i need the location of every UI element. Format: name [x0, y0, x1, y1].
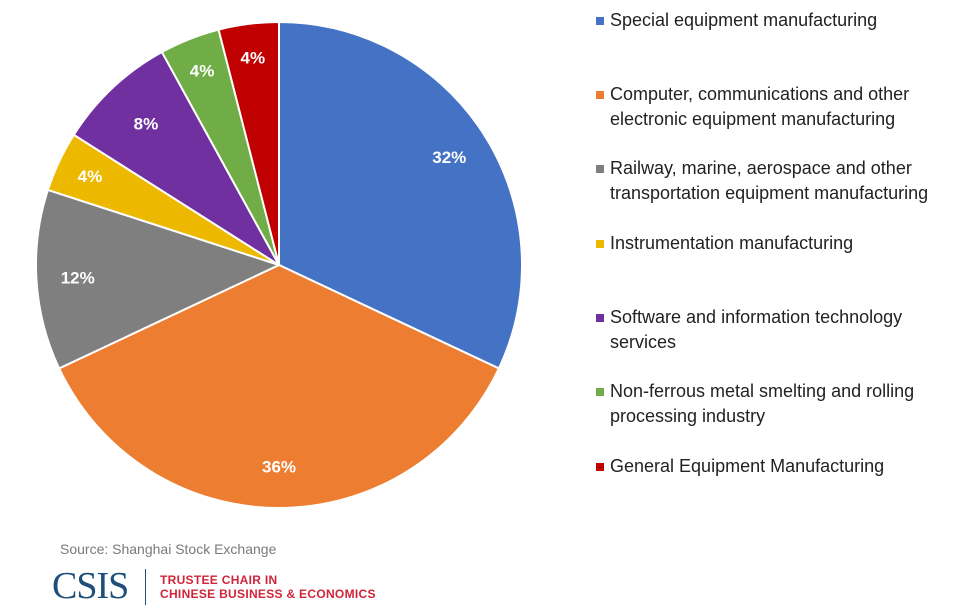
logo-line-2: CHINESE BUSINESS & ECONOMICS	[160, 587, 376, 601]
legend-swatch	[596, 240, 604, 248]
legend-swatch	[596, 388, 604, 396]
legend-swatch	[596, 91, 604, 99]
pie-slice	[217, 20, 280, 266]
source-note: Source: Shanghai Stock Exchange	[60, 541, 277, 557]
slice-data-label: 12%	[61, 269, 95, 288]
legend-label: Railway, marine, aerospace and other tra…	[610, 158, 929, 203]
slice-data-label: 4%	[78, 167, 103, 186]
legend-label: Special equipment manufacturing	[610, 10, 878, 30]
legend-swatch	[596, 17, 604, 25]
pie-slice	[35, 188, 282, 370]
legend-item: Special equipment manufacturing	[596, 8, 940, 33]
legend-item: General Equipment Manufacturing	[596, 454, 940, 479]
legend-item: Non-ferrous metal smelting and rolling p…	[596, 379, 940, 429]
logo-line-1: TRUSTEE CHAIR IN	[160, 573, 278, 587]
legend-item: Instrumentation manufacturing	[596, 231, 940, 256]
pie-slice	[72, 50, 280, 266]
logo-subtitle: TRUSTEE CHAIR IN CHINESE BUSINESS & ECON…	[160, 573, 376, 601]
slice-data-label: 32%	[432, 148, 466, 167]
legend-label: Instrumentation manufacturing	[610, 233, 854, 253]
pie-slice	[57, 263, 501, 509]
legend-label: Computer, communications and other elect…	[610, 84, 910, 129]
legend-swatch	[596, 165, 604, 173]
slice-data-label: 4%	[190, 62, 215, 81]
pie-slice	[278, 20, 523, 370]
legend-swatch	[596, 463, 604, 471]
slice-data-label: 4%	[241, 49, 266, 68]
legend-swatch	[596, 314, 604, 322]
slice-data-label: 8%	[134, 114, 159, 133]
legend-label: Non-ferrous metal smelting and rolling p…	[610, 381, 915, 426]
legend-item: Railway, marine, aerospace and other tra…	[596, 156, 940, 206]
legend-label: Software and information technology serv…	[610, 307, 903, 352]
slice-data-label: 36%	[262, 458, 296, 477]
legend-item: Software and information technology serv…	[596, 305, 940, 355]
logo-divider	[145, 569, 146, 605]
legend-label: General Equipment Manufacturing	[610, 456, 885, 476]
csis-logo-text: CSIS	[52, 565, 129, 607]
legend-item: Computer, communications and other elect…	[596, 82, 940, 132]
pie-chart: 32% 36% 12% 4% 8% 4% 4%	[35, 20, 523, 509]
